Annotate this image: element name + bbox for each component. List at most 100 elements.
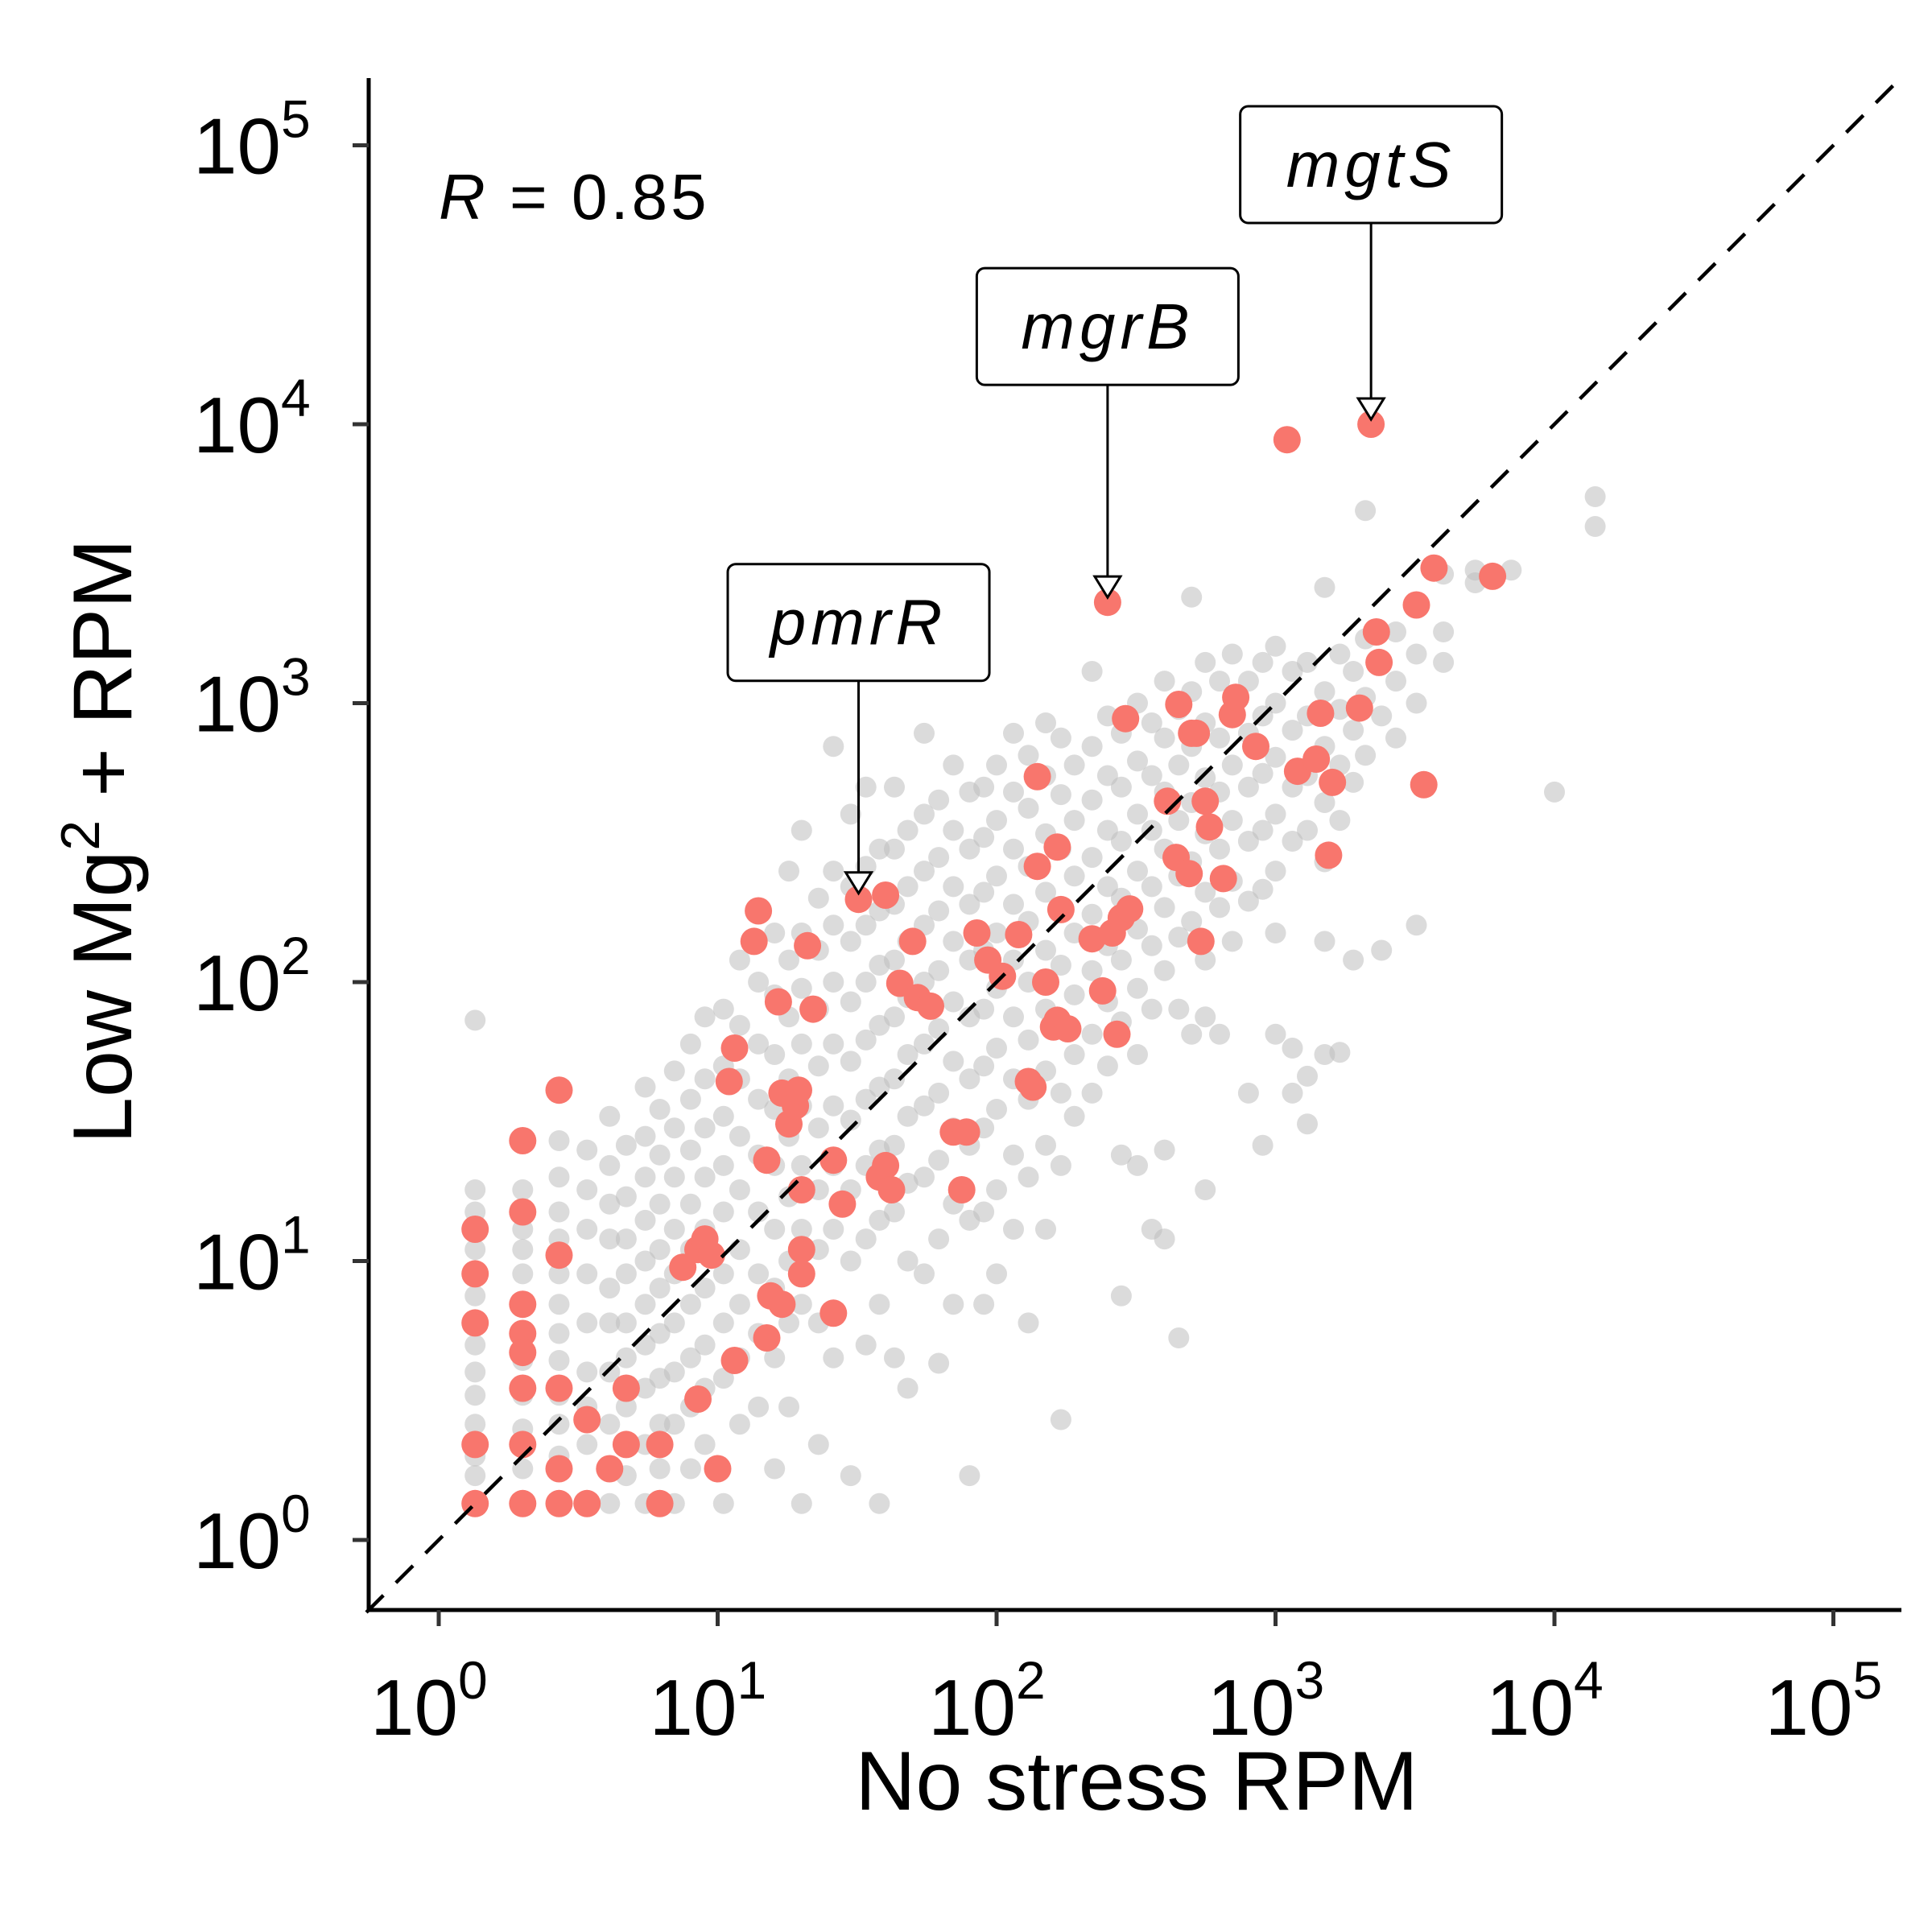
data-point (855, 914, 877, 936)
highlighted-data-point (1019, 1073, 1047, 1101)
data-point (1018, 745, 1039, 766)
data-point (1237, 831, 1259, 852)
data-point (1237, 1082, 1259, 1104)
highlighted-data-point (461, 1430, 489, 1459)
data-point (1081, 847, 1103, 869)
highlighted-data-point (1103, 1020, 1131, 1048)
x-tick-label: 100 (370, 1650, 488, 1752)
data-point (928, 789, 950, 811)
highlighted-data-point (509, 1489, 537, 1517)
data-point (1154, 897, 1175, 919)
data-point (823, 1033, 844, 1055)
highlighted-genes-series (461, 411, 1507, 1517)
data-point (959, 838, 980, 860)
y-tick-base: 10 (193, 1218, 281, 1307)
data-point (764, 1458, 786, 1480)
highlighted-data-point (509, 1339, 537, 1367)
data-point (1406, 692, 1427, 714)
y-tick-label: 101 (193, 1205, 311, 1307)
highlighted-data-point (1209, 865, 1237, 893)
data-point (1018, 1312, 1039, 1334)
data-point (1265, 923, 1286, 943)
data-point (576, 1361, 598, 1383)
highlighted-data-point (1191, 787, 1220, 815)
data-point (807, 1117, 829, 1139)
data-point (694, 1434, 716, 1455)
data-point (791, 1294, 812, 1315)
highlighted-data-point (1005, 921, 1033, 948)
data-point (884, 1006, 905, 1028)
data-point (1282, 1038, 1303, 1059)
data-point (1081, 960, 1103, 981)
highlighted-data-point (545, 1374, 573, 1402)
highlighted-data-point (872, 1151, 900, 1179)
highlighted-data-point (963, 919, 991, 947)
data-point (1096, 1055, 1118, 1077)
highlighted-data-point (768, 1290, 796, 1319)
data-point (1209, 727, 1230, 749)
annotation-arrow-head (1356, 397, 1386, 422)
y-tick-label: 104 (193, 368, 311, 469)
y-tick-base: 10 (193, 381, 281, 469)
x-tick-base: 10 (1208, 1663, 1295, 1752)
data-point (1385, 621, 1406, 642)
data-point (1314, 681, 1335, 703)
data-point (634, 1125, 656, 1147)
highlighted-data-point (1195, 813, 1224, 841)
data-point (615, 1186, 637, 1208)
highlighted-data-point (787, 1176, 815, 1203)
data-point (1035, 881, 1056, 903)
data-point (897, 1377, 919, 1399)
data-point (928, 1018, 950, 1039)
data-point (897, 876, 919, 898)
data-point (712, 1368, 734, 1389)
y-axis-title: Low Mg2 + RPM (50, 539, 150, 1144)
data-point (1282, 720, 1303, 741)
data-point (1297, 1113, 1318, 1135)
gene-label-text: mgrB (1021, 291, 1194, 362)
data-point (1168, 754, 1190, 776)
data-point (807, 1434, 829, 1455)
highlighted-data-point (704, 1455, 732, 1483)
data-point (615, 1396, 637, 1418)
data-point (1433, 621, 1455, 642)
data-point (464, 1385, 486, 1406)
data-point (576, 1219, 598, 1240)
data-point (599, 1228, 621, 1250)
x-tick-exponent: 0 (458, 1650, 488, 1710)
data-point (791, 1033, 812, 1055)
data-point (634, 1166, 656, 1188)
data-point (679, 1294, 701, 1315)
data-point (1003, 781, 1024, 803)
data-point (1314, 931, 1335, 952)
data-point (1544, 781, 1565, 803)
data-point (1154, 1139, 1175, 1161)
data-point (1371, 705, 1393, 727)
data-point (748, 1263, 770, 1285)
data-point (869, 838, 890, 860)
data-point (1209, 1023, 1230, 1045)
data-point (464, 1465, 486, 1487)
data-point (855, 1029, 877, 1051)
data-point (791, 819, 812, 841)
data-point (649, 1099, 671, 1120)
data-point (1168, 998, 1190, 1020)
highlighted-data-point (947, 1176, 976, 1203)
data-point (1209, 838, 1230, 860)
data-point (959, 1068, 980, 1090)
data-point (986, 754, 1007, 776)
y-axis-title-suffix: + RPM (56, 539, 150, 797)
data-point (959, 1465, 980, 1487)
data-point (634, 1076, 656, 1098)
data-point (1168, 1327, 1190, 1348)
data-point (897, 1250, 919, 1272)
data-point (1127, 861, 1148, 882)
highlighted-data-point (1046, 895, 1075, 923)
data-point (1141, 935, 1162, 956)
highlighted-data-point (461, 1260, 489, 1288)
highlighted-data-point (461, 1216, 489, 1243)
data-point (663, 1166, 685, 1188)
data-point (778, 949, 799, 971)
highlighted-data-point (872, 881, 900, 909)
data-point (694, 1278, 716, 1299)
